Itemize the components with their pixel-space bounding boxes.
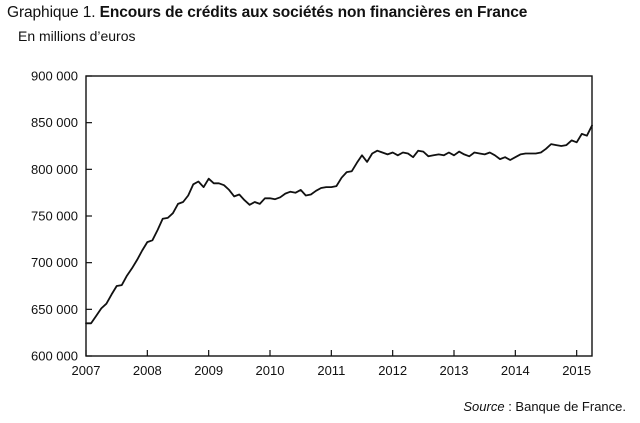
x-tick-label: 2012 [378, 363, 407, 378]
source-separator: : [504, 399, 516, 414]
y-tick-label: 800 000 [31, 162, 78, 177]
x-tick-label: 2015 [562, 363, 591, 378]
y-tick-label: 850 000 [31, 115, 78, 130]
x-tick-label: 2010 [256, 363, 285, 378]
source-label: Source [463, 399, 505, 414]
x-tick-label: 2011 [317, 363, 345, 378]
series-line [85, 124, 593, 325]
x-tick-label: 2013 [440, 363, 469, 378]
chart-title-prefix: Graphique 1. [7, 4, 96, 21]
chart-title-text: Encours de crédits aux sociétés non fina… [99, 4, 528, 21]
y-tick-label: 750 000 [31, 209, 78, 224]
x-axis: 2007 2008 2009 2010 2011 2012 2013 2014 2015 [72, 350, 591, 378]
chart-title: Graphique 1. Encours de crédits aux soci… [7, 4, 527, 22]
y-tick-label: 600 000 [31, 349, 78, 364]
y-axis: 600 000 650 000 700 000 750 000 800 000 850 0… [31, 69, 92, 364]
y-tick-label: 650 000 [31, 302, 78, 317]
source-text: Banque de France. [515, 399, 626, 414]
x-tick-label: 2014 [501, 363, 530, 378]
source-note: Source : Banque de France. [463, 399, 626, 414]
x-tick-label: 2007 [72, 363, 101, 378]
x-tick-label: 2008 [133, 363, 162, 378]
x-tick-label: 2009 [194, 363, 223, 378]
y-tick-label: 700 000 [31, 255, 78, 270]
y-tick-label: 900 000 [31, 69, 78, 84]
plot-frame [85, 75, 593, 357]
chart-subtitle: En millions d’euros [18, 28, 136, 44]
